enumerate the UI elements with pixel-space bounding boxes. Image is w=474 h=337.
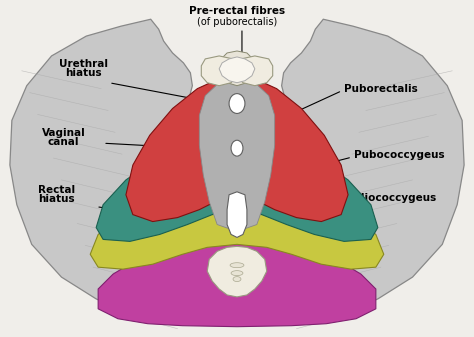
Polygon shape [227, 192, 247, 238]
Text: Puborectalis: Puborectalis [344, 84, 418, 94]
Text: Pubococcygeus: Pubococcygeus [354, 150, 445, 160]
Ellipse shape [230, 263, 244, 268]
Polygon shape [90, 185, 384, 269]
Ellipse shape [231, 140, 243, 156]
Polygon shape [219, 57, 255, 83]
Polygon shape [217, 51, 257, 86]
Text: Iliococcygeus: Iliococcygeus [357, 193, 436, 203]
Text: Rectal: Rectal [38, 185, 75, 195]
Polygon shape [237, 56, 273, 86]
Polygon shape [10, 19, 210, 319]
Polygon shape [98, 239, 376, 327]
Polygon shape [126, 76, 348, 221]
Ellipse shape [229, 94, 245, 114]
Text: Vaginal: Vaginal [42, 128, 85, 138]
Ellipse shape [233, 277, 241, 281]
Polygon shape [199, 79, 275, 232]
Text: canal: canal [48, 137, 79, 147]
Text: Coccygeus: Coccygeus [294, 282, 357, 292]
Polygon shape [264, 19, 464, 319]
Polygon shape [207, 246, 267, 297]
Text: (of puborectalis): (of puborectalis) [197, 17, 277, 27]
Polygon shape [201, 56, 237, 86]
Text: hiatus: hiatus [65, 68, 101, 78]
Text: Urethral: Urethral [59, 59, 108, 69]
Text: hiatus: hiatus [38, 194, 75, 204]
Polygon shape [96, 130, 378, 241]
Text: Pre-rectal fibres: Pre-rectal fibres [189, 6, 285, 17]
Ellipse shape [231, 271, 243, 276]
